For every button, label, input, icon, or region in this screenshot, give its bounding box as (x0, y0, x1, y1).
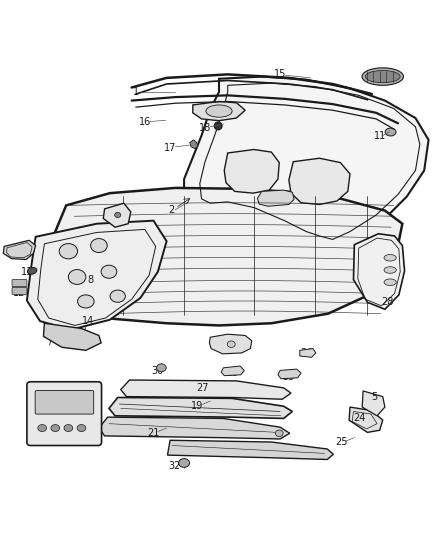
Ellipse shape (365, 70, 400, 83)
Ellipse shape (384, 254, 396, 261)
Polygon shape (193, 101, 245, 120)
Ellipse shape (156, 364, 166, 372)
Text: 21: 21 (147, 429, 160, 438)
Polygon shape (99, 417, 290, 439)
Text: 11: 11 (21, 267, 33, 277)
FancyBboxPatch shape (12, 287, 27, 294)
Ellipse shape (64, 425, 73, 432)
Polygon shape (190, 140, 198, 149)
Text: 12: 12 (13, 288, 25, 298)
Polygon shape (121, 380, 291, 399)
Text: 25: 25 (335, 437, 347, 447)
Polygon shape (362, 391, 385, 416)
Ellipse shape (77, 425, 86, 432)
FancyBboxPatch shape (12, 280, 27, 287)
Text: 27: 27 (196, 383, 208, 393)
Ellipse shape (51, 425, 60, 432)
Ellipse shape (362, 68, 403, 85)
Polygon shape (349, 407, 383, 432)
Ellipse shape (384, 279, 396, 286)
Text: 1: 1 (133, 87, 139, 97)
FancyBboxPatch shape (27, 382, 102, 446)
Polygon shape (221, 366, 244, 376)
Ellipse shape (385, 128, 396, 136)
Text: 7: 7 (10, 245, 16, 255)
Ellipse shape (115, 212, 121, 217)
Ellipse shape (206, 105, 232, 117)
Polygon shape (103, 203, 131, 227)
Ellipse shape (59, 244, 78, 259)
Polygon shape (4, 240, 35, 260)
Ellipse shape (110, 290, 125, 302)
Ellipse shape (214, 122, 222, 130)
Ellipse shape (276, 430, 283, 437)
Polygon shape (278, 369, 301, 379)
FancyBboxPatch shape (35, 391, 94, 414)
Ellipse shape (38, 425, 46, 432)
Text: 16: 16 (139, 117, 151, 126)
Text: 2: 2 (168, 205, 174, 215)
Polygon shape (258, 190, 294, 206)
Ellipse shape (78, 295, 94, 308)
Text: 33: 33 (282, 372, 294, 382)
Text: 24: 24 (353, 414, 366, 423)
Polygon shape (27, 221, 166, 330)
Polygon shape (44, 188, 403, 326)
Text: 32: 32 (168, 462, 180, 472)
Text: 28: 28 (381, 297, 393, 308)
Text: 19: 19 (191, 401, 203, 411)
Ellipse shape (179, 458, 190, 467)
Polygon shape (167, 440, 333, 459)
Polygon shape (109, 398, 292, 418)
Text: 34: 34 (300, 348, 312, 358)
Text: 17: 17 (164, 143, 176, 153)
Polygon shape (209, 334, 252, 354)
Ellipse shape (227, 341, 235, 348)
Text: 15: 15 (274, 69, 286, 79)
Ellipse shape (101, 265, 117, 278)
Text: 11: 11 (374, 132, 386, 141)
Polygon shape (353, 234, 405, 309)
Ellipse shape (91, 239, 107, 253)
Polygon shape (43, 323, 101, 350)
Text: 5: 5 (106, 209, 112, 219)
Polygon shape (300, 349, 316, 357)
Ellipse shape (28, 268, 37, 274)
Text: 18: 18 (199, 123, 211, 133)
Text: 30: 30 (151, 366, 163, 376)
Polygon shape (289, 158, 350, 205)
Polygon shape (184, 77, 428, 245)
Text: 8: 8 (87, 274, 93, 285)
Ellipse shape (68, 270, 86, 285)
Ellipse shape (384, 266, 396, 273)
Text: 5: 5 (371, 392, 377, 402)
Text: 3: 3 (46, 429, 52, 438)
Text: 29: 29 (226, 368, 238, 378)
Polygon shape (224, 149, 279, 193)
Text: 23: 23 (225, 341, 237, 351)
Text: 14: 14 (82, 316, 94, 326)
